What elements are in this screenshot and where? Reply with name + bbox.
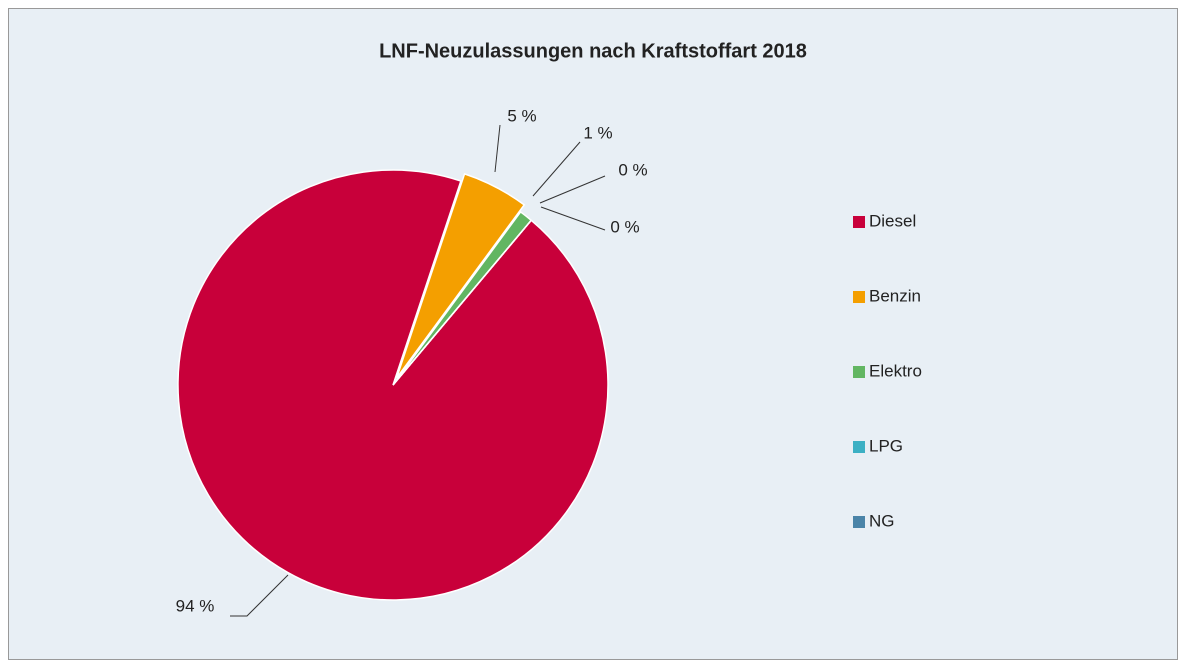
leader-line: [230, 574, 289, 617]
data-label: 94 %: [176, 596, 215, 615]
legend-swatch: [853, 216, 865, 228]
pie-slice: [392, 210, 533, 386]
chart-title: LNF-Neuzulassungen nach Kraftstoffart 20…: [379, 40, 807, 62]
data-label: 0 %: [618, 160, 647, 179]
pie-slice: [395, 172, 526, 379]
leader-line: [540, 206, 606, 231]
legend-label: LPG: [869, 436, 903, 455]
leader-line: [494, 124, 501, 173]
leader-line: [539, 175, 606, 204]
leader-line: [532, 141, 581, 197]
legend-label: Elektro: [869, 361, 922, 380]
legend-label: Benzin: [869, 286, 921, 305]
legend-label: Diesel: [869, 211, 916, 230]
data-label: 1 %: [583, 123, 612, 142]
data-label: 0 %: [610, 217, 639, 236]
legend-swatch: [853, 366, 865, 378]
legend-swatch: [853, 291, 865, 303]
legend-swatch: [853, 441, 865, 453]
legend-swatch: [853, 516, 865, 528]
data-label: 5 %: [507, 106, 536, 125]
legend-label: NG: [869, 511, 895, 530]
